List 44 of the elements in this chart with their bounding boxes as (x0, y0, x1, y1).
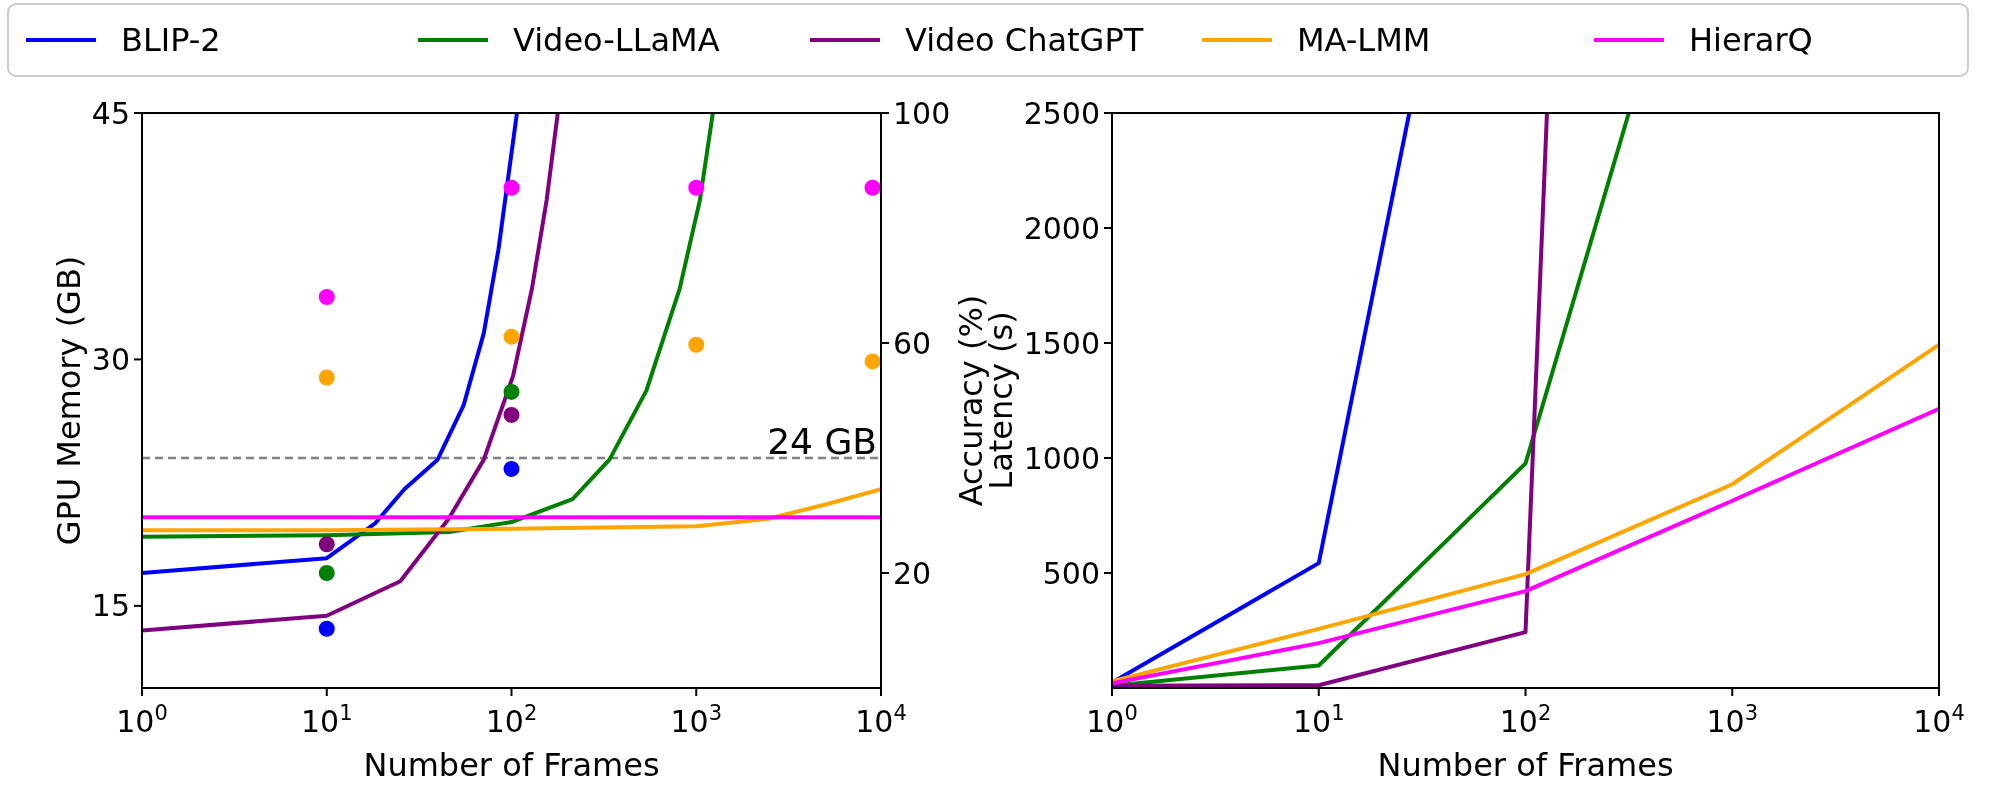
y-axis-title: GPU Memory (GB) (50, 255, 88, 546)
y-tick-label: 30 (91, 341, 130, 377)
point (503, 179, 520, 196)
y-tick-label: 15 (91, 588, 130, 624)
x-axis-title: Number of Frames (1377, 746, 1674, 784)
x-tick-label: 10$^{4}$ (1913, 701, 1965, 739)
line-series (1112, 406, 1939, 686)
x-tick-label: 10$^{3}$ (670, 701, 723, 739)
point (503, 460, 520, 477)
x-tick-label: 10$^{4}$ (855, 701, 907, 739)
x-tick-label: 10$^{0}$ (116, 701, 168, 739)
x-tick-label: 10$^{1}$ (1292, 701, 1345, 739)
x-tick-label: 10$^{3}$ (1706, 701, 1759, 739)
point (318, 536, 335, 553)
x-tick-label: 10$^{0}$ (1086, 701, 1138, 739)
x-axis-title: Number of Frames (363, 746, 660, 784)
point (318, 289, 335, 305)
point (318, 620, 335, 637)
x-tick-label: 10$^{2}$ (485, 701, 538, 739)
y2-tick-label: 100 (893, 95, 951, 131)
y-tick-label: 500 (1042, 555, 1100, 591)
point (503, 328, 520, 345)
point (503, 383, 520, 400)
legend-label: MA-LMM (1297, 21, 1431, 60)
ref-line-label: 24 GB (767, 421, 877, 462)
y2-tick-label: 20 (893, 555, 932, 591)
legend-label: Video ChatGPT (905, 21, 1144, 60)
y-tick-label: 45 (91, 95, 130, 131)
point (688, 179, 705, 196)
y2-tick-label: 60 (893, 325, 932, 361)
legend-label: BLIP-2 (121, 21, 221, 60)
x-tick-label: 10$^{2}$ (1499, 701, 1552, 739)
y-tick-label: 2500 (1023, 95, 1100, 131)
point (318, 565, 335, 581)
legend-label: HierarQ (1689, 21, 1813, 60)
point (318, 369, 335, 386)
point (503, 406, 520, 423)
y-tick-label: 1500 (1023, 325, 1100, 361)
y-tick-label: 1000 (1023, 440, 1100, 476)
legend-label: Video-LLaMA (513, 21, 720, 60)
x-tick-label: 10$^{1}$ (300, 701, 353, 739)
point (688, 336, 705, 353)
y-tick-label: 2000 (1023, 210, 1100, 246)
line-series (1112, 342, 1939, 684)
